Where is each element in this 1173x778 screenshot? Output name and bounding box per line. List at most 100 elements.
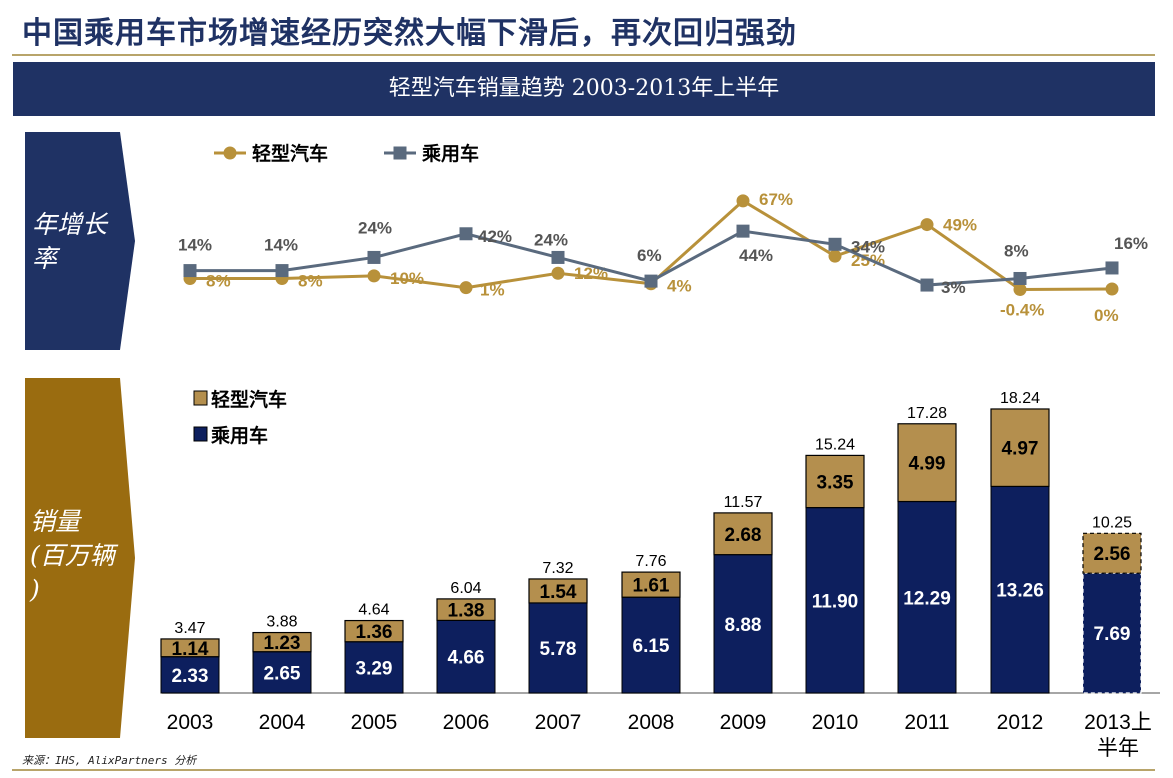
bar-light-vehicle	[805, 454, 865, 509]
growth-data-label: 14%	[178, 236, 212, 255]
light-vehicle-point	[736, 194, 750, 208]
sales-label-line-3: )	[30, 575, 40, 604]
legend-marker-light-vehicle	[223, 146, 237, 160]
bar-label-light-vehicle: 1.61	[633, 576, 670, 597]
light-vehicle-point	[551, 266, 565, 280]
bar-total-label: 15.24	[815, 436, 855, 453]
bar-total-label: 7.32	[542, 560, 573, 577]
bar-label-passenger-car: 4.66	[448, 648, 485, 669]
bar-label-passenger-car: 7.69	[1094, 624, 1131, 645]
bar-light-vehicle	[713, 512, 773, 556]
bar-passenger-car	[990, 485, 1050, 694]
bar-label-light-vehicle: 1.36	[356, 622, 393, 643]
bar-passenger-car	[713, 554, 773, 694]
bar-label-light-vehicle: 2.56	[1094, 544, 1131, 565]
bar-light-vehicle	[160, 638, 220, 658]
light-vehicle-point	[828, 249, 842, 263]
page-title: 中国乘用车市场增速经历突然大幅下滑后，再次回归强劲	[22, 16, 797, 51]
passenger-car-point	[459, 227, 473, 241]
light-vehicle-point	[1105, 282, 1119, 296]
bar-label-light-vehicle: 1.38	[448, 601, 485, 622]
bar-total-label: 7.76	[635, 553, 666, 570]
growth-data-label: 34%	[851, 237, 885, 256]
passenger-car-point	[551, 250, 565, 264]
bar-label-passenger-car: 5.78	[540, 639, 577, 660]
bar-legend-label-passenger-car: 乘用车	[210, 424, 268, 447]
growth-side-arrow	[25, 132, 135, 350]
passenger-car-point	[736, 224, 750, 238]
growth-data-label: -0.4%	[1000, 301, 1044, 320]
bar-label-passenger-car: 11.90	[812, 591, 859, 612]
x-axis-tick-label: 2007	[535, 711, 582, 734]
growth-data-label: 49%	[943, 216, 977, 235]
bar-label-light-vehicle: 1.54	[540, 582, 577, 603]
growth-data-label: 10%	[390, 269, 424, 288]
bar-label-passenger-car: 12.29	[903, 588, 951, 609]
sales-label-line-1: 销量	[30, 507, 81, 536]
bar-total-label: 6.04	[450, 580, 481, 597]
legend-label-passenger-car: 乘用车	[421, 142, 479, 165]
bar-legend-label-light-vehicle: 轻型汽车	[211, 388, 287, 411]
bar-passenger-car	[897, 501, 957, 694]
bottom-divider	[12, 769, 1155, 771]
growth-data-label: 8%	[206, 271, 231, 290]
passenger-car-point	[367, 250, 381, 264]
passenger-car-point	[275, 264, 289, 278]
bar-total-label: 18.24	[1000, 390, 1040, 407]
x-axis-tick-label: 2013上	[1084, 711, 1152, 734]
sales-side-arrow	[25, 378, 135, 738]
x-axis-tick-label: 2012	[997, 711, 1044, 734]
growth-data-label: 4%	[667, 277, 692, 296]
bar-total-label: 17.28	[907, 405, 947, 422]
bar-label-light-vehicle: 2.68	[725, 525, 762, 546]
bar-label-passenger-car: 3.29	[356, 658, 393, 679]
bar-passenger-car	[805, 507, 865, 694]
x-axis-tick-label: 2009	[720, 711, 767, 734]
passenger-car-point	[183, 264, 197, 278]
passenger-car-point	[644, 274, 658, 288]
bar-label-passenger-car: 8.88	[725, 615, 762, 636]
legend-marker-passenger-car	[393, 146, 407, 160]
x-axis-tick-label: 2011	[904, 711, 949, 734]
light-vehicle-point	[1013, 283, 1027, 297]
x-axis-tick-label: 2008	[628, 711, 675, 734]
growth-data-label: 67%	[759, 190, 793, 209]
growth-data-label: 0%	[1094, 306, 1119, 325]
x-axis-tick-label: 2005	[351, 711, 398, 734]
bar-label-passenger-car: 2.33	[172, 666, 209, 687]
bar-passenger-car	[160, 656, 220, 694]
bar-label-light-vehicle: 1.23	[264, 633, 301, 654]
bar-light-vehicle	[528, 578, 588, 604]
bar-passenger-car	[621, 596, 681, 694]
growth-data-label: 24%	[358, 218, 392, 237]
bar-light-vehicle	[436, 598, 496, 621]
bar-passenger-car	[436, 619, 496, 694]
light-vehicle-point	[920, 218, 934, 232]
growth-data-label: 6%	[637, 246, 662, 265]
sales-label-line-2: (百万辆	[30, 541, 115, 570]
light-vehicle-point	[459, 281, 473, 295]
growth-data-label: 8%	[1004, 241, 1029, 260]
bar-label-light-vehicle: 1.14	[172, 639, 209, 660]
growth-data-label: 3%	[941, 278, 966, 297]
x-axis-tick-label: 半年	[1097, 737, 1139, 760]
bar-legend-swatch-passenger-car	[193, 426, 208, 442]
light-vehicle-point	[367, 269, 381, 283]
sales-side-label: 销量 (百万辆 )	[30, 505, 115, 607]
bar-total-label: 3.47	[174, 620, 205, 637]
bar-passenger-car	[252, 651, 312, 694]
passenger-car-point	[1013, 271, 1027, 285]
passenger-car-point	[828, 237, 842, 251]
passenger-car-point	[920, 278, 934, 292]
bar-passenger-car	[528, 602, 588, 694]
x-axis-tick-label: 2003	[167, 711, 214, 734]
bar-light-vehicle	[897, 423, 957, 503]
growth-side-label: 年增长率	[32, 210, 108, 273]
source-note: 来源：IHS, AlixPartners 分析	[22, 754, 197, 767]
bar-label-light-vehicle: 4.99	[909, 454, 946, 475]
bar-total-label: 3.88	[266, 614, 297, 631]
growth-data-label: 42%	[478, 227, 512, 246]
bar-label-passenger-car: 6.15	[633, 636, 670, 657]
bar-label-light-vehicle: 3.35	[817, 473, 854, 494]
